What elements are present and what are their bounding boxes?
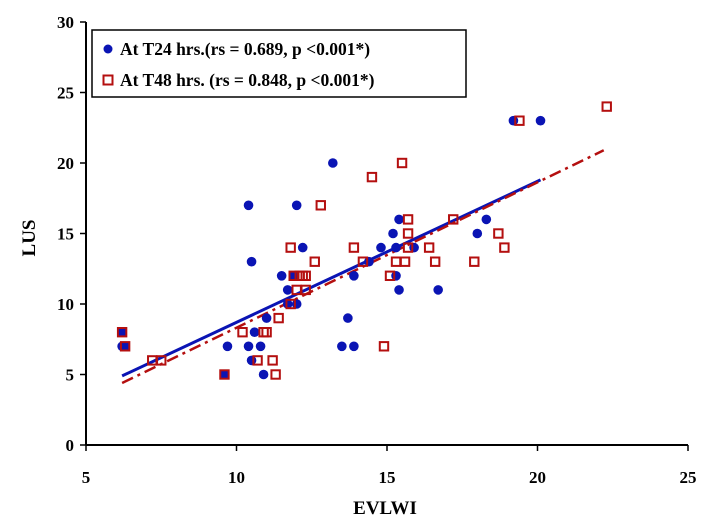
point-t48 — [396, 157, 408, 169]
y-tick-label: 20 — [57, 154, 74, 173]
point-t24 — [535, 115, 546, 126]
point-t48 — [116, 327, 128, 338]
point-t24 — [120, 341, 130, 352]
point-t48 — [378, 341, 390, 352]
point-t48 — [285, 298, 296, 310]
point-t24 — [258, 369, 269, 380]
y-tick-label: 25 — [57, 84, 74, 103]
point-t48 — [357, 256, 369, 267]
point-t24 — [391, 242, 401, 253]
point-t48 — [219, 369, 230, 380]
point-t24 — [376, 242, 386, 253]
point-t48 — [384, 270, 396, 282]
point-t48 — [309, 256, 320, 267]
point-t48 — [399, 256, 411, 267]
point-t48 — [270, 369, 281, 380]
point-t48 — [285, 242, 296, 253]
point-t48 — [469, 256, 480, 267]
point-t48 — [252, 355, 263, 366]
point-t24 — [297, 242, 308, 253]
point-t48 — [348, 242, 360, 253]
point-t48 — [267, 355, 278, 366]
x-tick-label: 10 — [228, 468, 245, 487]
point-t24 — [343, 313, 353, 323]
point-t24 — [282, 299, 293, 309]
point-t48 — [601, 101, 612, 112]
point-t24 — [222, 341, 233, 352]
point-t24 — [276, 271, 287, 281]
point-t48 — [448, 214, 459, 225]
point-t48 — [366, 171, 378, 183]
point-t48 — [390, 256, 402, 267]
point-t48 — [156, 355, 167, 366]
point-t48 — [300, 270, 311, 282]
point-t48 — [514, 115, 525, 126]
x-tick-label: 20 — [529, 468, 546, 487]
point-t24 — [117, 327, 127, 338]
x-tick-label: 5 — [82, 468, 91, 487]
point-t24 — [472, 228, 483, 239]
legend-marker-t24 — [103, 44, 113, 54]
point-t48 — [237, 327, 248, 338]
point-t24 — [261, 313, 272, 323]
point-t24 — [243, 200, 254, 211]
y-axis-title: LUS — [19, 220, 40, 257]
legend-box — [91, 29, 467, 98]
point-t24 — [481, 214, 492, 225]
point-t24 — [388, 228, 398, 239]
point-t48 — [119, 341, 131, 352]
legend-marker-t48 — [102, 74, 114, 86]
axes — [80, 21, 689, 451]
y-tick-label: 5 — [66, 366, 75, 385]
point-t24 — [349, 341, 359, 352]
point-t48 — [429, 256, 441, 267]
point-t48 — [402, 214, 414, 225]
point-t24 — [433, 285, 443, 295]
point-t48 — [258, 327, 269, 338]
point-t48 — [423, 242, 435, 253]
point-t24 — [394, 214, 404, 225]
point-t24 — [246, 256, 257, 267]
point-t48 — [493, 228, 504, 239]
point-t48 — [499, 242, 510, 253]
point-t24 — [328, 158, 338, 168]
point-t48 — [315, 200, 326, 211]
x-axis-title: EVLWI — [353, 498, 417, 519]
point-t24 — [291, 200, 302, 211]
point-t48 — [402, 228, 414, 239]
point-t48 — [300, 284, 311, 296]
point-t24 — [219, 369, 230, 380]
x-tick-label: 25 — [680, 468, 697, 487]
point-t24 — [255, 341, 266, 352]
point-t48 — [273, 312, 284, 324]
point-t48 — [402, 242, 414, 253]
point-t24 — [394, 285, 404, 295]
point-t24 — [282, 285, 293, 295]
point-t48 — [297, 270, 308, 282]
point-t24 — [249, 327, 260, 338]
y-tick-label: 10 — [57, 295, 74, 314]
trendline-series-1 — [121, 178, 542, 378]
x-tick-label: 15 — [379, 468, 396, 487]
point-t24 — [243, 341, 254, 352]
legend-label-t48: At T48 hrs. (rs = 0.848, p <0.001*) — [120, 70, 375, 90]
point-t48 — [261, 327, 272, 338]
y-tick-label: 15 — [57, 225, 74, 244]
y-tick-label: 0 — [66, 436, 75, 455]
point-t24 — [349, 271, 359, 281]
data-points — [116, 101, 612, 380]
point-t24 — [337, 341, 347, 352]
y-tick-label: 30 — [57, 13, 74, 32]
legend: At T24 hrs.(rs = 0.689, p <0.001*) At T4… — [91, 29, 467, 98]
legend-label-t24: At T24 hrs.(rs = 0.689, p <0.001*) — [120, 39, 370, 59]
